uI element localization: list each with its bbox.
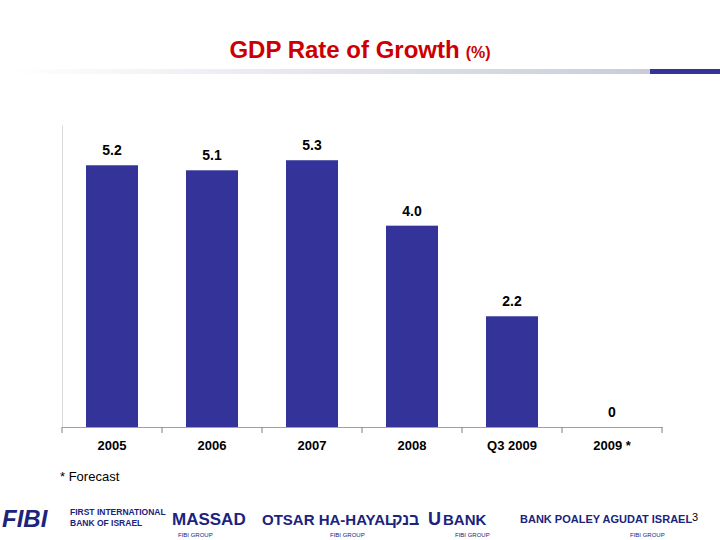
x-tick: 2009 * xyxy=(593,427,632,453)
data-labels: 5.2 5.1 5.3 4.0 2.2 0 xyxy=(102,137,616,420)
header-rule xyxy=(10,69,650,74)
chart: GDP Rate of Growth (%) 2005 2006 2007 2008 Q3 … xyxy=(0,0,720,540)
data-label: 5.1 xyxy=(202,147,222,163)
separator xyxy=(262,427,263,433)
footer-logo-text: OTSAR HA-HAYAL xyxy=(262,511,394,528)
annotations: * Forecast3FIBIFIRST INTERNATIONALBANK O… xyxy=(2,469,698,538)
data-label: 0 xyxy=(608,404,616,420)
footer-logo-text: BANK xyxy=(443,511,486,528)
bars xyxy=(86,160,538,427)
footer-logo-text: U xyxy=(428,509,441,529)
x-tick-label: 2008 xyxy=(398,438,427,453)
y-axis-line xyxy=(62,126,63,428)
footer-logo-text: FIBI GROUP xyxy=(455,532,490,538)
separators xyxy=(62,427,662,433)
x-tick: 2007 xyxy=(298,427,327,453)
bar xyxy=(386,226,438,427)
x-tick: Q3 2009 xyxy=(487,427,537,453)
footer-logo-text: BANK OF ISRAEL xyxy=(70,518,142,528)
separator xyxy=(362,427,363,433)
footnote: * Forecast xyxy=(60,469,120,484)
x-tick: 2006 xyxy=(198,427,227,453)
footer-logo-text: MASSAD xyxy=(172,510,246,529)
x-tick-label: 2009 * xyxy=(593,438,632,453)
separator xyxy=(162,427,163,433)
footer-logo-text: FIBI GROUP xyxy=(330,532,365,538)
x-tick-label: 2006 xyxy=(198,438,227,453)
footer-logo-text: BANK POALEY AGUDAT ISRAEL xyxy=(520,513,692,525)
subtitle: (%) xyxy=(466,44,491,61)
data-label: 4.0 xyxy=(402,203,422,219)
x-tick: 2005 xyxy=(98,427,127,453)
data-label: 5.2 xyxy=(102,142,122,158)
page-number: 3 xyxy=(692,511,698,523)
x-tick: 2008 xyxy=(398,427,427,453)
separator xyxy=(462,427,463,433)
x-axis: 2005 2006 2007 2008 Q3 2009 2009 * xyxy=(63,427,663,453)
bar xyxy=(586,427,638,428)
x-tick-label: 2007 xyxy=(298,438,327,453)
bar xyxy=(86,165,138,427)
title: GDP Rate of Growth xyxy=(229,36,459,63)
separator xyxy=(562,427,563,433)
data-label: 2.2 xyxy=(502,293,522,309)
y-axis xyxy=(62,126,63,428)
footer-logo-text: FIRST INTERNATIONAL xyxy=(70,507,166,517)
footer-logo-text: בנק xyxy=(392,511,419,528)
bar xyxy=(486,316,538,427)
bar xyxy=(286,160,338,427)
footer-logo-text: FIBI GROUP xyxy=(630,532,665,538)
x-tick-label: Q3 2009 xyxy=(487,438,537,453)
footer-logo-text: FIBI GROUP xyxy=(178,532,213,538)
header-stripe xyxy=(650,69,720,74)
footer-logo-text: FIBI xyxy=(2,505,49,532)
data-label: 5.3 xyxy=(302,137,322,153)
title-group: GDP Rate of Growth (%) xyxy=(229,36,490,63)
separator xyxy=(662,427,663,433)
separator xyxy=(62,427,63,433)
bar xyxy=(186,170,238,427)
x-tick-label: 2005 xyxy=(98,438,127,453)
